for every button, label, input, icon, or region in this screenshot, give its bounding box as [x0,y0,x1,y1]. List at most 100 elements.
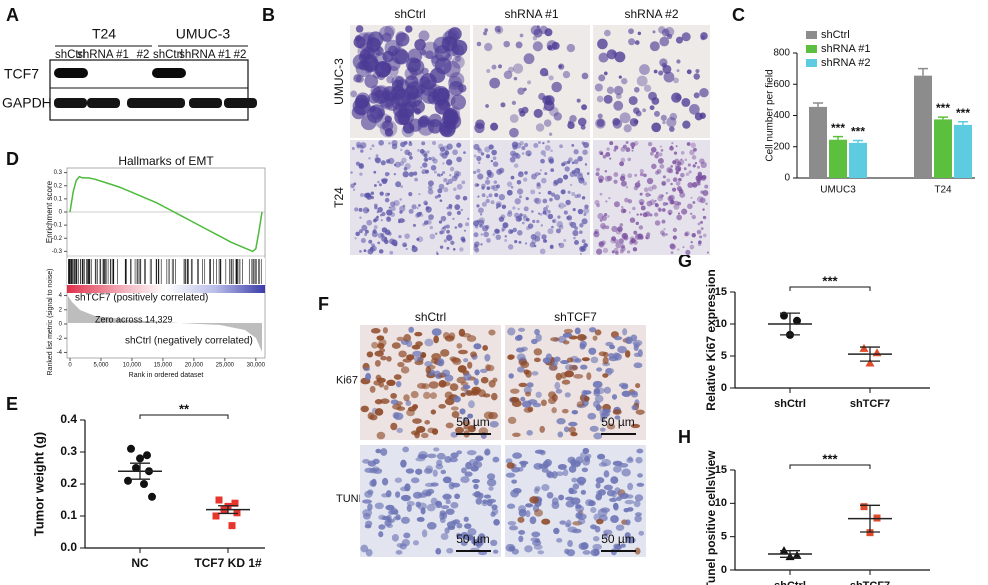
cell [685,249,691,255]
cell [491,64,497,70]
x-tick-label: shTCF7 [850,580,890,585]
y-tick-label: 0.0 [60,540,77,554]
cell [699,158,705,164]
cell [449,174,452,177]
nucleus [471,539,480,545]
nucleus [593,400,600,408]
cell [526,226,531,231]
x-tick-label: 30,000 [247,363,266,369]
nucleus [493,549,499,554]
nucleus [630,423,641,429]
scale-bar-label: 50 µm [456,532,490,546]
cell [501,204,507,210]
cell [534,231,541,238]
nucleus [386,379,396,387]
cell [427,180,434,187]
cell [620,208,626,214]
nucleus [627,482,634,491]
y-tick-label: 15 [715,464,727,476]
micrograph [593,25,710,138]
nucleus [613,543,620,549]
cell [558,202,565,209]
cell [540,150,546,156]
nucleus [396,427,403,434]
cell [622,144,627,149]
nucleus [360,405,370,413]
nucleus [596,518,604,525]
nucleus [531,531,541,538]
cell [666,116,677,128]
cell [456,210,461,215]
cell [369,104,385,120]
cell [535,123,545,132]
cell [694,161,698,165]
nucleus [624,532,631,540]
cell [378,249,384,254]
cell [662,201,667,206]
cell [462,195,468,201]
nucleus [431,328,442,336]
nucleus [490,539,498,547]
cell [384,178,388,182]
y-tick-label: -0.2 [52,236,63,242]
cell [547,140,550,144]
cell [653,69,658,74]
nucleus [391,342,401,349]
nucleus [581,467,589,473]
cell [672,177,678,182]
nucleus [451,411,460,419]
cell [596,248,603,255]
cell [477,195,480,198]
cell [520,171,524,174]
metric-y-tick-label: -2 [57,336,63,342]
cell [658,208,662,212]
nucleus [582,550,591,555]
cell [380,178,384,182]
nucleus [362,458,370,464]
cell [402,204,406,208]
nucleus [562,468,569,477]
column-header: shCtrl [394,7,425,21]
nucleus [634,494,644,502]
cell [620,173,626,179]
nucleus [511,479,518,484]
cell [408,141,412,144]
cell [658,152,663,157]
cell [353,182,357,186]
x-tick-label: shTCF7 [850,398,890,410]
cell [547,210,551,214]
cell [636,75,648,87]
cell [545,204,549,208]
cell [678,177,682,182]
nucleus [486,498,497,504]
cell [543,154,547,157]
x-tick-label: shCtrl [774,580,806,585]
nucleus [617,345,627,354]
nucleus [444,456,452,463]
cell [376,215,379,219]
nucleus [429,392,437,400]
cell [537,212,541,215]
nucleus [365,548,373,557]
cell [566,43,576,53]
cell [359,145,364,149]
cell [421,168,427,175]
cell [506,211,513,217]
cell [484,146,491,153]
cell [571,191,576,197]
nucleus [435,463,444,470]
cell [625,186,629,189]
cell [688,170,692,174]
cell [539,248,546,255]
nucleus [450,452,459,459]
cell [473,143,480,150]
nucleus [362,513,371,520]
error-bar [860,346,880,362]
cell [429,233,436,240]
data-point [866,529,874,537]
cell [431,140,437,146]
cell [439,245,444,249]
nucleus [630,334,638,342]
cell [359,172,363,176]
cell [579,252,582,255]
